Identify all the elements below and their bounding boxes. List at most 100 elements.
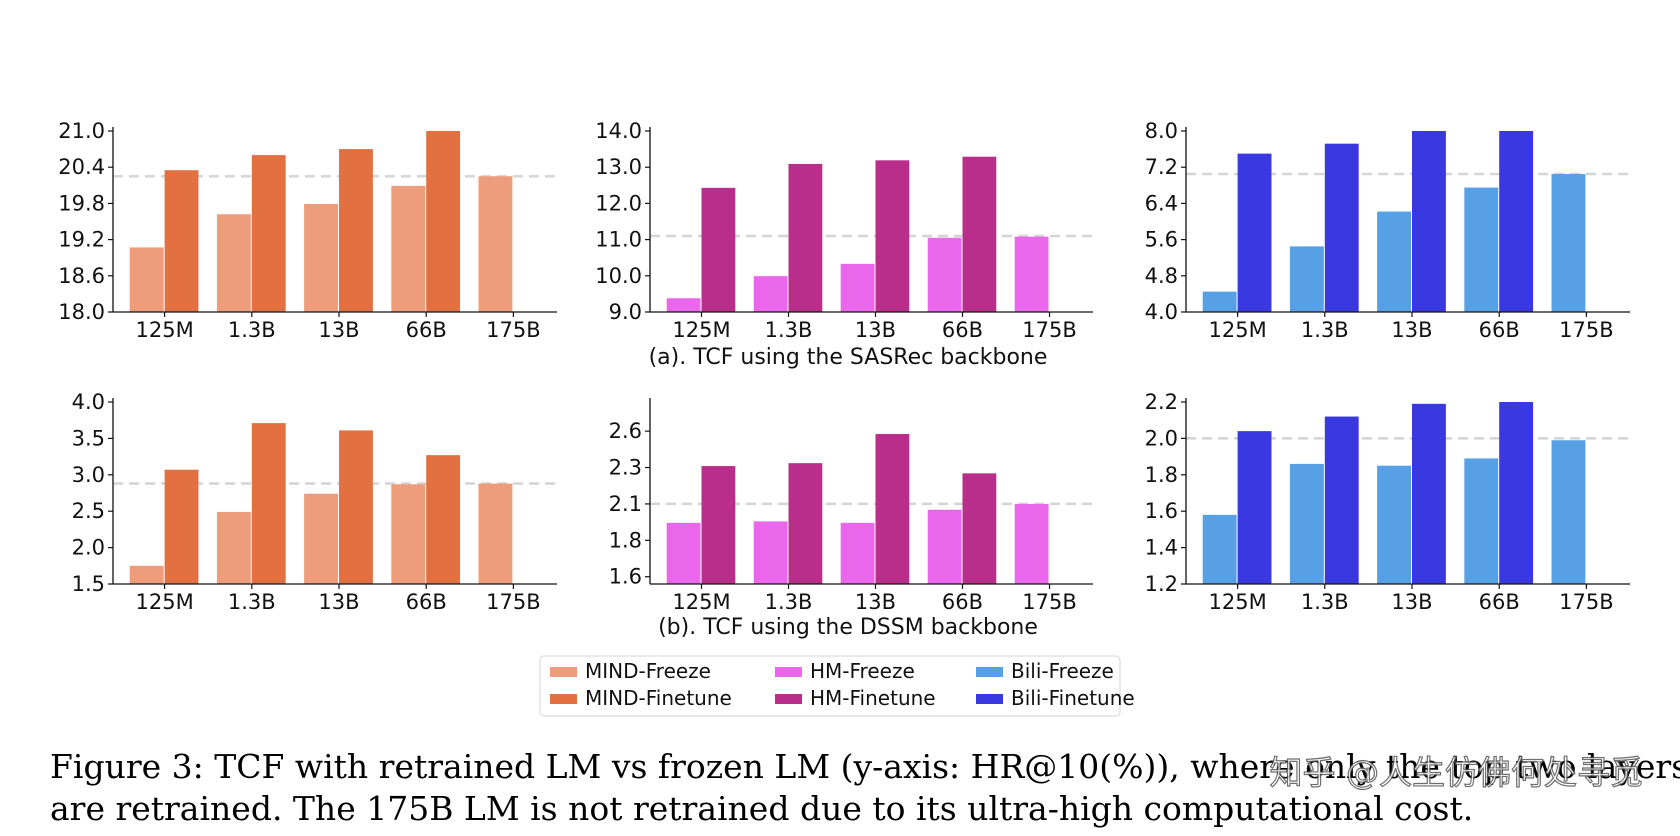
x-tick-label: 13B [855, 590, 896, 614]
legend-swatch-mind-finetune [550, 694, 577, 704]
bar-hm-finetune-66B [962, 473, 997, 584]
x-tick-label: 66B [942, 318, 983, 342]
x-tick-label: 125M [1208, 590, 1266, 614]
bar-hm-finetune-125M [701, 466, 736, 584]
bar-bili-freeze-13B [1377, 465, 1411, 584]
y-tick-label: 8.0 [1145, 119, 1178, 143]
x-tick-label: 125M [135, 318, 193, 342]
chart-panel-b-bili: 125M 1.3B 13B 66B 175B 1.2 1.4 1.6 1.8 2.0 2.2 [1145, 390, 1634, 614]
y-tick-label: 5.6 [1145, 228, 1178, 252]
bar-mind-freeze-66B [391, 185, 426, 312]
x-tick-label: 1.3B [1301, 318, 1349, 342]
bar-hm-freeze-1.3B [753, 521, 788, 584]
bar-mind-finetune-13B [339, 430, 373, 584]
legend-swatch-mind-freeze [550, 667, 577, 677]
y-tick-label: 14.0 [595, 119, 642, 143]
chart-panel-b-mind: 125M 1.3B 13B 66B 175B 1.5 2.0 2.5 3.0 3.5 4.0 [72, 390, 561, 614]
watermark: 知乎 @人生仿佛何处寻觅 [1270, 753, 1644, 792]
x-tick-label: 1.3B [765, 318, 813, 342]
x-tick-label: 175B [1022, 590, 1077, 614]
legend: MIND-Freeze MIND-Finetune HM-Freeze HM-Fine… [539, 655, 1135, 717]
x-tick-label: 13B [855, 318, 896, 342]
x-tick-label: 125M [135, 590, 193, 614]
y-tick-label: 2.5 [72, 499, 105, 523]
y-tick-label: 4.8 [1145, 264, 1178, 288]
charts-group: 125M 1.3B 13B 66B 175B 18.0 18.6 19.2 19.8 20.4 21… [58, 119, 1634, 614]
bar-hm-finetune-13B [875, 160, 910, 312]
y-tick-label: 18.6 [58, 264, 105, 288]
bar-mind-finetune-1.3B [251, 155, 286, 312]
y-tick-label: 20.4 [58, 155, 105, 179]
bar-bili-freeze-125M [1202, 514, 1237, 584]
y-tick-label: 1.8 [1145, 463, 1178, 487]
y-tick-label: 2.3 [609, 456, 642, 480]
bar-bili-finetune-66B [1499, 402, 1534, 584]
y-tick-label: 11.0 [595, 228, 642, 252]
legend-swatch-hm-freeze [775, 667, 802, 677]
bar-mind-finetune-13B [339, 149, 373, 312]
legend-label-hm-freeze: HM-Freeze [810, 659, 915, 683]
y-tick-label: 1.8 [609, 528, 642, 552]
subcaption-a: (a). TCF using the SASRec backbone [649, 345, 1048, 370]
x-tick-label: 125M [672, 318, 730, 342]
chart-panel-a-bili: 125M 1.3B 13B 66B 175B 4.0 4.8 5.6 6.4 7.2 8.0 [1145, 119, 1634, 342]
x-tick-label: 175B [1559, 318, 1614, 342]
bar-bili-freeze-1.3B [1289, 463, 1324, 584]
x-tick-label: 175B [1022, 318, 1077, 342]
legend-swatch-bili-finetune [976, 694, 1003, 704]
bar-hm-freeze-175B [1014, 236, 1049, 312]
bar-bili-finetune-1.3B [1324, 416, 1359, 584]
bar-bili-freeze-66B [1464, 458, 1499, 584]
x-tick-label: 1.3B [1301, 590, 1349, 614]
bar-bili-finetune-13B [1412, 131, 1446, 312]
bar-hm-freeze-66B [927, 509, 962, 584]
bar-hm-finetune-66B [962, 156, 997, 312]
subcaption-b: (b). TCF using the DSSM backbone [658, 615, 1038, 640]
y-tick-label: 1.5 [72, 572, 105, 596]
bar-mind-finetune-1.3B [251, 423, 286, 584]
bar-hm-finetune-1.3B [788, 463, 823, 584]
bar-bili-freeze-1.3B [1289, 246, 1324, 312]
chart-panel-a-hm: 125M 1.3B 13B 66B 175B 9.0 10.0 11.0 12.0 13.0 14.… [595, 119, 1097, 342]
bar-mind-finetune-125M [164, 469, 199, 584]
x-tick-label: 1.3B [228, 318, 276, 342]
legend-swatch-hm-finetune [775, 694, 802, 704]
x-tick-label: 13B [1391, 318, 1432, 342]
y-tick-label: 3.5 [72, 426, 105, 450]
x-tick-label: 66B [942, 590, 983, 614]
y-tick-label: 1.2 [1145, 572, 1178, 596]
x-tick-label: 1.3B [765, 590, 813, 614]
bar-hm-freeze-125M [666, 522, 701, 584]
x-tick-label: 66B [406, 590, 447, 614]
bar-mind-freeze-13B [304, 493, 338, 584]
bar-bili-freeze-125M [1202, 291, 1237, 312]
y-tick-label: 2.0 [72, 536, 105, 560]
bar-mind-freeze-1.3B [216, 511, 251, 584]
legend-label-hm-finetune: HM-Finetune [810, 686, 936, 710]
bar-mind-finetune-66B [426, 455, 461, 584]
bar-bili-finetune-125M [1237, 153, 1272, 312]
bar-mind-freeze-13B [304, 204, 338, 312]
bar-bili-freeze-66B [1464, 187, 1499, 312]
bar-bili-finetune-1.3B [1324, 143, 1359, 312]
chart-panel-b-hm: 125M 1.3B 13B 66B 175B 1.6 1.8 2.1 2.3 2.6 [609, 398, 1097, 614]
y-tick-label: 1.4 [1145, 536, 1178, 560]
x-tick-label: 175B [1559, 590, 1614, 614]
bar-hm-freeze-13B [840, 522, 875, 584]
y-tick-label: 7.2 [1145, 155, 1178, 179]
y-tick-label: 1.6 [1145, 499, 1178, 523]
bar-bili-freeze-175B [1551, 440, 1586, 584]
y-tick-label: 3.0 [72, 463, 105, 487]
bar-mind-freeze-125M [129, 247, 164, 312]
bar-mind-freeze-66B [391, 484, 426, 584]
y-tick-label: 4.0 [72, 390, 105, 414]
x-tick-label: 1.3B [228, 590, 276, 614]
legend-label-bili-finetune: Bili-Finetune [1011, 686, 1135, 710]
figure-caption-line-1: Figure 3: TCF with retrained LM vs froze… [50, 747, 1680, 786]
x-tick-label: 66B [406, 318, 447, 342]
bar-hm-freeze-125M [666, 298, 701, 312]
y-tick-label: 21.0 [58, 119, 105, 143]
y-tick-label: 6.4 [1145, 191, 1178, 215]
bar-hm-freeze-175B [1014, 503, 1049, 584]
x-tick-label: 175B [486, 318, 541, 342]
